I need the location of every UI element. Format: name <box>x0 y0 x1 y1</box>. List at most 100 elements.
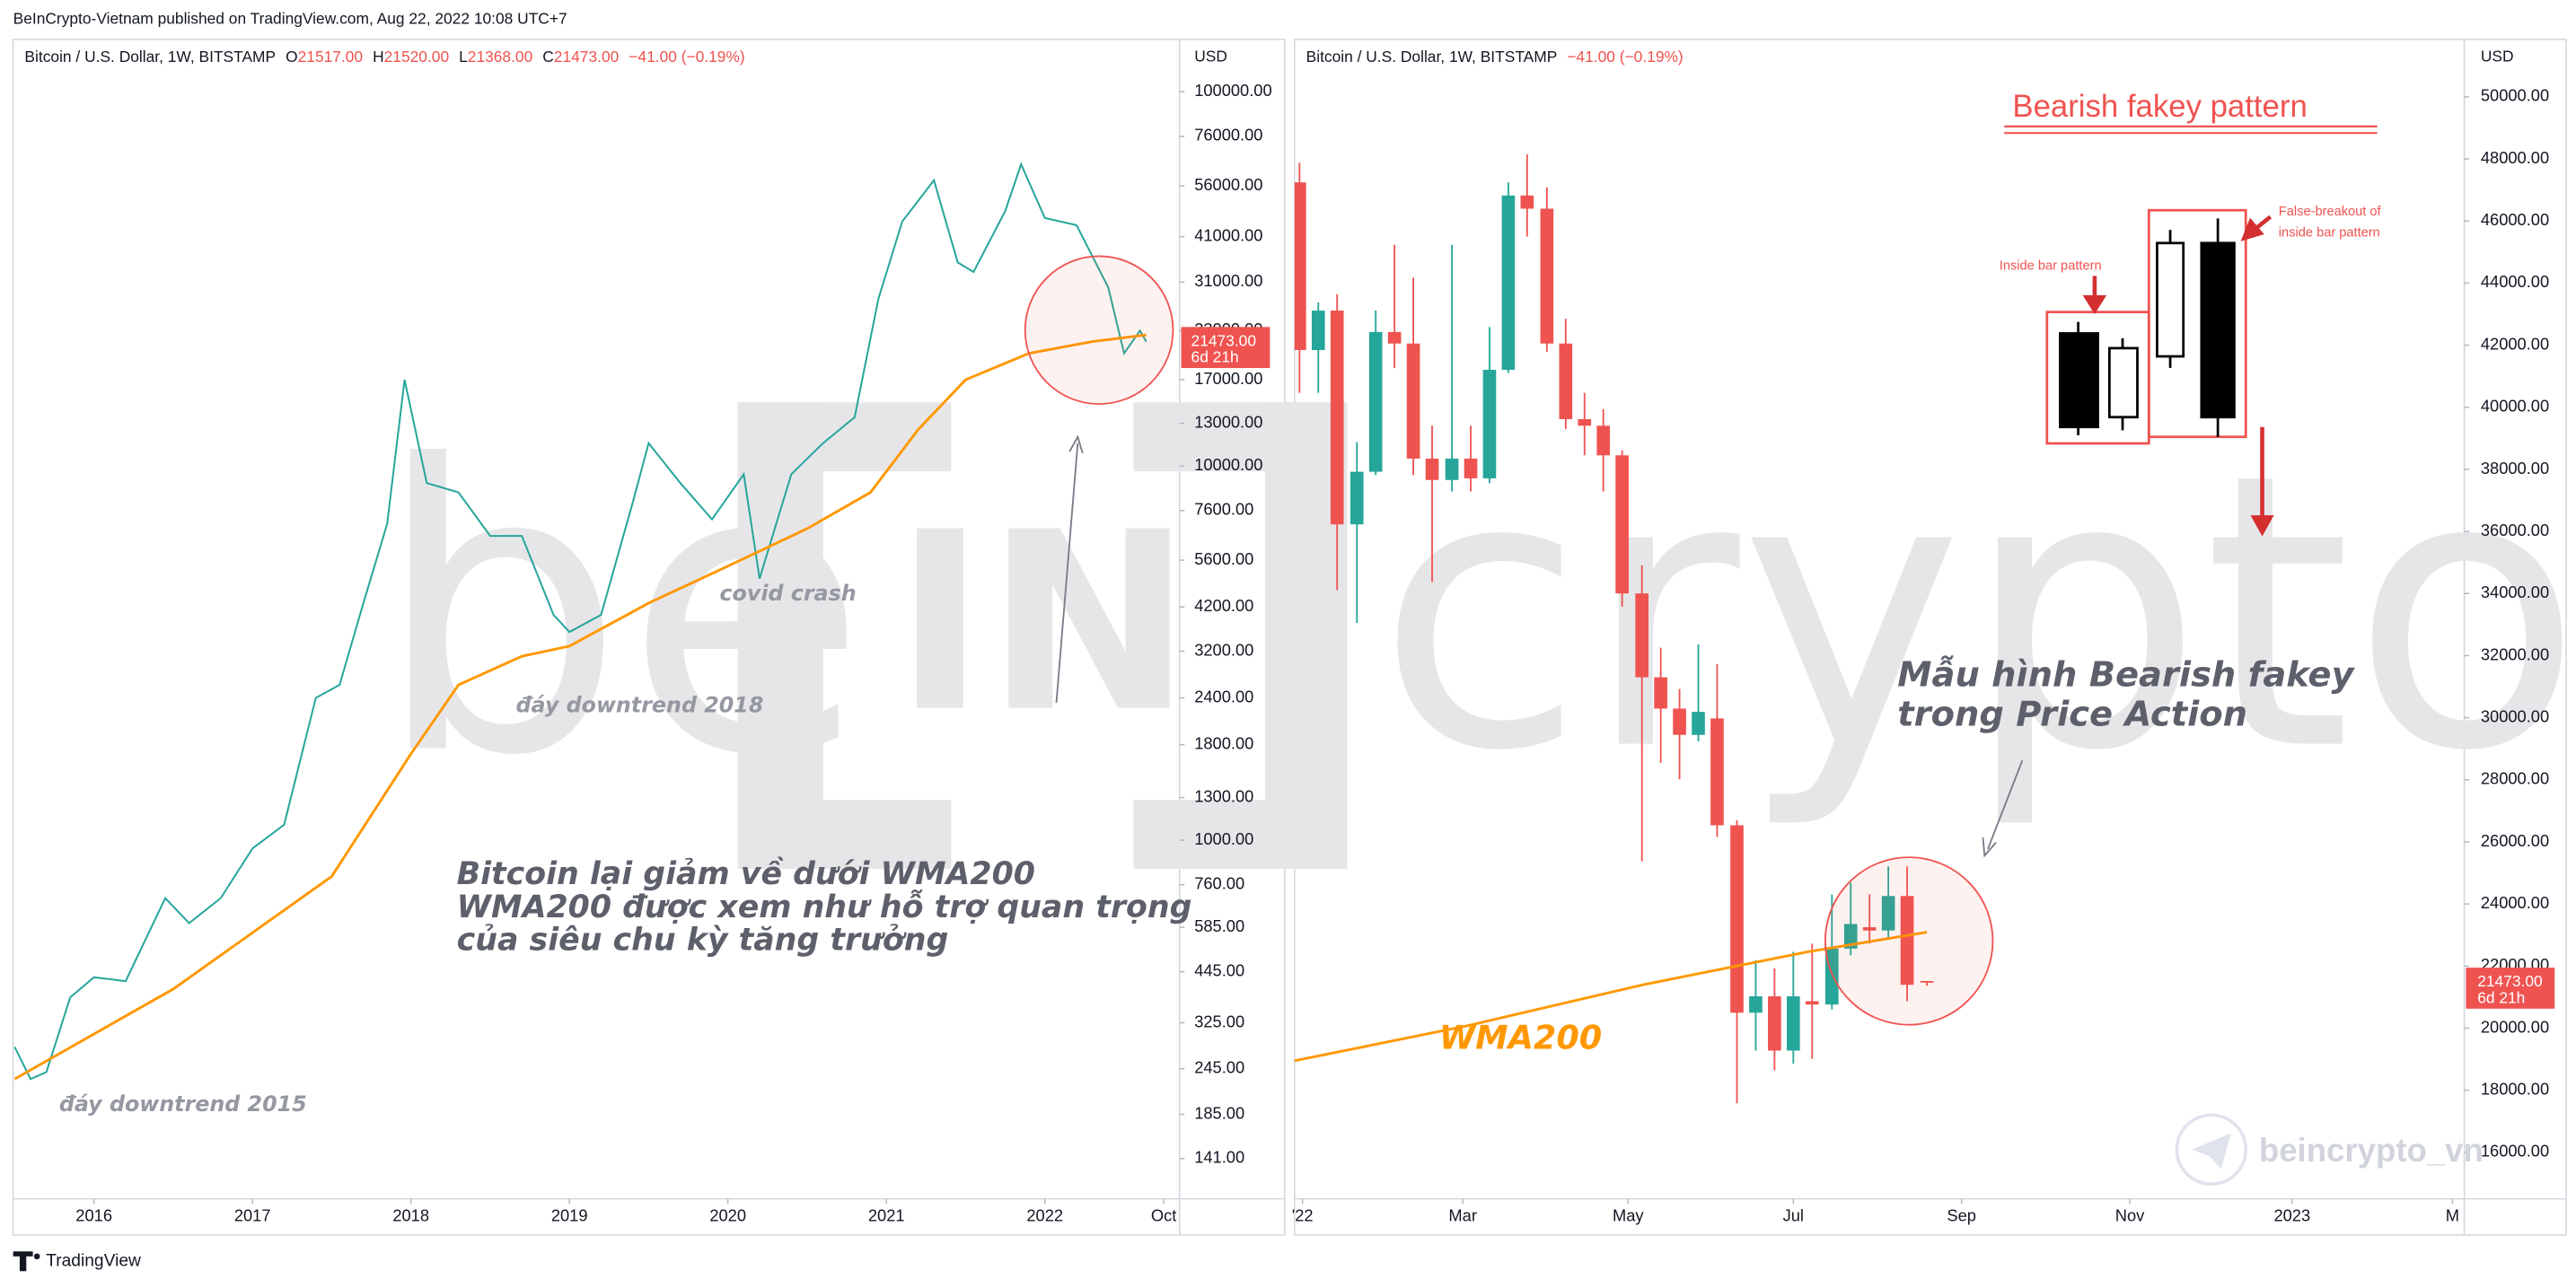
y-tick-label: 50000.00 <box>2481 86 2549 105</box>
y-tick-label: 1800.00 <box>1194 733 1253 752</box>
y-tick-label: 141.00 <box>1194 1148 1244 1167</box>
change: −41.00 (−0.19%) <box>1567 48 1683 66</box>
x-tick-label: 2023 <box>2273 1206 2310 1225</box>
ohlc-key: O <box>286 48 298 66</box>
y-tick-label: 7600.00 <box>1194 500 1253 519</box>
x-tick-label: Sep <box>1947 1206 1976 1225</box>
symbol: Bitcoin / U.S. Dollar, 1W, BITSTAMP <box>24 48 276 66</box>
x-tick-label: '22 <box>1292 1206 1314 1225</box>
annotation: covid crash <box>719 581 856 606</box>
candle-body <box>1350 471 1364 525</box>
y-tick-label: 445.00 <box>1194 960 1244 979</box>
arrow-head <box>1982 837 1997 858</box>
x-tick-label: Jul <box>1783 1206 1804 1225</box>
y-tick-label: 5600.00 <box>1194 549 1253 568</box>
y-tick-label: 245.00 <box>1194 1058 1244 1077</box>
annotation: đáy downtrend 2018 <box>516 692 764 717</box>
watermark-bracket <box>737 800 952 869</box>
candle-body <box>1900 896 1914 986</box>
ohlc-value: 21517.00 <box>298 48 363 66</box>
y-tick-label: 48000.00 <box>2481 148 2549 167</box>
candle-body <box>1843 924 1858 949</box>
annotation: đáy downtrend 2015 <box>59 1091 307 1117</box>
annotation: Mẫu hình Bearish fakey <box>1897 654 2355 695</box>
y-tick-label: 4200.00 <box>1194 596 1253 615</box>
candle-body <box>1768 996 1781 1051</box>
y-tick-label: 38000.00 <box>2481 459 2549 478</box>
y-tick-label: 56000.00 <box>1194 175 1262 194</box>
x-tick-label: May <box>1613 1206 1644 1225</box>
candle-body <box>1710 718 1724 826</box>
x-tick-label: 2018 <box>392 1206 429 1225</box>
x-tick-label: 2022 <box>1026 1206 1063 1225</box>
y-tick-label: 28000.00 <box>2481 769 2549 788</box>
watermark-bracket <box>737 402 952 472</box>
publisher-line: BeInCrypto-Vietnam published on TradingV… <box>13 10 567 28</box>
arrow-head <box>1068 434 1084 454</box>
x-tick-label: Mar <box>1448 1206 1476 1225</box>
y-tick-label: 36000.00 <box>2481 521 2549 539</box>
diagram-candle <box>2059 332 2099 429</box>
y-tick-label: 17000.00 <box>1194 369 1262 388</box>
candle-body <box>1749 996 1763 1013</box>
last-price-label: 21473.00 <box>1191 331 1256 349</box>
symbol: Bitcoin / U.S. Dollar, 1W, BITSTAMP <box>1306 48 1558 66</box>
change: −41.00 (−0.19%) <box>629 48 744 66</box>
y-tick-label: 760.00 <box>1194 874 1244 893</box>
x-tick-label: 2020 <box>709 1206 746 1225</box>
ohlc-key: L <box>459 48 468 66</box>
tradingview-logo <box>13 1251 33 1272</box>
x-tick-label: 2021 <box>868 1206 905 1225</box>
x-tick-label: 2016 <box>75 1206 112 1225</box>
right-plot <box>1294 154 1934 1104</box>
last-price-label: 21473.00 <box>2477 972 2542 990</box>
overlay-line <box>1294 931 1928 1063</box>
candle-body <box>1578 418 1592 426</box>
arrow-head <box>2240 217 2264 241</box>
countdown-label: 6d 21h <box>2477 988 2525 1006</box>
y-tick-label: 41000.00 <box>1194 225 1262 244</box>
y-tick-label: 100000.00 <box>1194 81 1271 100</box>
countdown-label: 6d 21h <box>1191 348 1239 366</box>
watermark-in: IN <box>894 479 1192 767</box>
last-price-badge <box>2466 968 2555 1009</box>
y-tick-label: 20000.00 <box>2481 1017 2549 1036</box>
x-tick-label: Oct <box>1151 1206 1176 1225</box>
watermark-bracket <box>1133 402 1348 472</box>
x-tick-label: Nov <box>2115 1206 2145 1225</box>
candle-body <box>1445 458 1459 480</box>
candle-body <box>1330 311 1344 525</box>
candle-body <box>1730 825 1744 1013</box>
watermark-handle: beincrypto_vn <box>2259 1132 2484 1169</box>
candle-body <box>1368 331 1383 472</box>
arrow-head <box>2250 515 2274 537</box>
right-legend: Bitcoin / U.S. Dollar, 1W, BITSTAMP −41.0… <box>1306 48 1684 66</box>
candle-body <box>1786 996 1800 1051</box>
left-plot <box>13 162 1147 1081</box>
diagram-candle <box>2200 241 2236 419</box>
x-tick-label: 2017 <box>234 1206 271 1225</box>
candle-body <box>1540 208 1554 344</box>
currency-label: USD <box>1194 48 1227 66</box>
watermark-bracket <box>737 402 823 869</box>
axes: 100000.00 76000.00 56000.00 41000.00 31000.0… <box>75 81 2555 1225</box>
x-tick-label: 2019 <box>551 1206 588 1225</box>
annotation: Bitcoin lại giảm về dưới WMA200 <box>457 856 1035 892</box>
candle-body <box>1862 927 1877 931</box>
last-price-badge <box>1181 327 1270 369</box>
y-tick-label: 10000.00 <box>1194 455 1262 474</box>
y-tick-label: 2400.00 <box>1194 687 1253 705</box>
candle-body <box>1881 896 1895 931</box>
highlight-circle <box>1024 255 1174 406</box>
candle-body <box>1559 343 1573 419</box>
diagram-label: Inside bar pattern <box>2000 258 2102 273</box>
candle-body <box>1387 331 1402 344</box>
highlight-circle <box>1824 856 1994 1026</box>
y-tick-label: 40000.00 <box>2481 397 2549 416</box>
currency-label: USD <box>2481 48 2514 66</box>
candle-body <box>1920 981 1934 983</box>
ohlc-value: 21520.00 <box>384 48 449 66</box>
annotation: trong Price Action <box>1897 694 2247 734</box>
x-tick-label: M <box>2446 1206 2459 1225</box>
